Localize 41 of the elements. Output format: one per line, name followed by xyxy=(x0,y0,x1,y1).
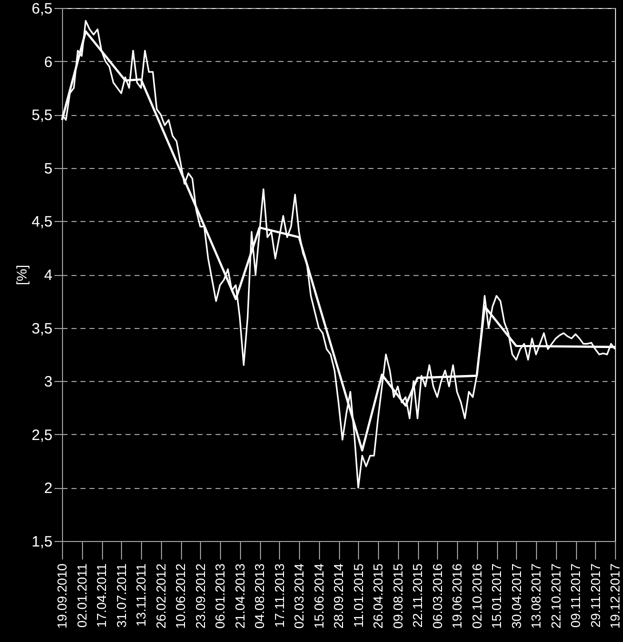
x-tick-label: 13.11.2011 xyxy=(134,564,148,627)
x-tick-label: 09.08.2015 xyxy=(390,564,406,629)
y-tick-label: 6,5 xyxy=(32,0,52,18)
y-axis-title: [%] xyxy=(14,264,30,286)
x-tick-label: 19.06.2016 xyxy=(450,564,464,629)
y-tick-label: 5 xyxy=(44,160,52,178)
x-tick-label: 28.09.2014 xyxy=(331,564,346,629)
y-tick-label: 2,5 xyxy=(32,426,52,444)
x-tick-label: 06.03.2016 xyxy=(430,564,445,629)
y-tick-label: 3 xyxy=(44,374,52,391)
x-tick-label: 22.11.2015 xyxy=(410,564,425,628)
x-tick-label: 30.04.2017 xyxy=(508,564,524,629)
x-tick-label: 11.01.2015 xyxy=(350,564,366,628)
x-tick-label: 02.03.2014 xyxy=(292,564,306,629)
x-tick-label: 19.12.2017 xyxy=(608,564,622,629)
y-tick-label: 1,5 xyxy=(32,534,52,550)
x-tick-label: 15.01.2017 xyxy=(489,564,504,629)
y-tick-label: 4,5 xyxy=(32,214,52,231)
x-tick-label: 06.01.2013 xyxy=(212,564,228,629)
y-tick-label: 4 xyxy=(44,267,52,284)
x-tick-label: 02.10.2016 xyxy=(469,564,484,629)
x-tick-label: 26.04.2015 xyxy=(370,564,386,629)
y-tick-label: 2 xyxy=(44,480,52,498)
x-tick-label: 26.02.2012 xyxy=(153,564,168,629)
x-tick-label: 17.04.2011 xyxy=(94,564,109,628)
y-tick-label: 6 xyxy=(44,54,52,71)
x-tick-label: 15.06.2014 xyxy=(311,564,326,629)
x-tick-label: 09.11.2017 xyxy=(568,564,583,628)
x-tick-label: 13.08.2017 xyxy=(528,564,544,629)
x-tick-label: 10.06.2012 xyxy=(173,564,188,629)
x-tick-label: 21.04.2013 xyxy=(232,564,248,629)
x-tick-label: 04.08.2013 xyxy=(252,564,267,629)
x-tick-label: 02.01.2011 xyxy=(74,564,90,628)
x-tick-label: 29.11.2017 xyxy=(588,564,603,628)
x-tick-label: 17.11.2013 xyxy=(272,564,287,628)
y-tick-label: 3,5 xyxy=(32,320,52,338)
x-tick-label: 19.09.2010 xyxy=(54,564,70,629)
x-tick-label: 23.09.2012 xyxy=(192,564,208,629)
x-tick-label: 31.07.2011 xyxy=(114,564,129,628)
x-tick-label: 22.10.2017 xyxy=(548,564,564,629)
y-tick-label: 5,5 xyxy=(32,107,52,124)
